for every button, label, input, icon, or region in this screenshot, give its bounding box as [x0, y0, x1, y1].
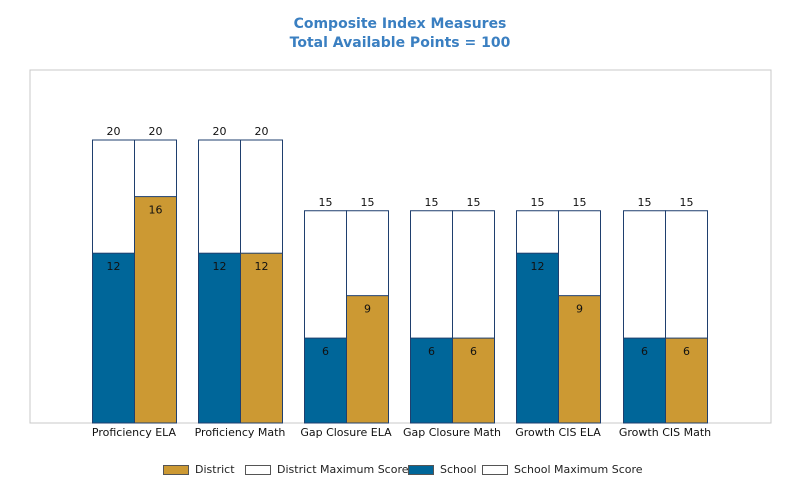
district-value-label-1: 16 — [149, 204, 163, 217]
school-max-label-4: 15 — [425, 196, 439, 209]
legend-swatch-district — [163, 464, 189, 475]
district-bar-5 — [558, 295, 601, 424]
category-label-3: Gap Closure ELA — [300, 426, 392, 439]
school-bar-5 — [516, 252, 559, 424]
category-label-6: Growth CIS Math — [619, 426, 711, 439]
district-bar-1 — [134, 196, 177, 424]
school-max-label-6: 15 — [638, 196, 652, 209]
school-value-label-2: 12 — [213, 260, 227, 273]
legend-label-school: School — [440, 463, 477, 476]
school-max-label-3: 15 — [319, 196, 333, 209]
legend-label-district-max: District Maximum Score — [277, 463, 409, 476]
district-value-label-4: 6 — [470, 345, 477, 358]
district-max-label-4: 15 — [467, 196, 481, 209]
district-value-label-5: 9 — [576, 303, 583, 316]
district-bar-6 — [665, 337, 708, 424]
district-bar-3 — [346, 295, 389, 424]
category-label-5: Growth CIS ELA — [515, 426, 601, 439]
chart-subtitle: Total Available Points = 100 — [289, 35, 511, 51]
district-bar-2 — [240, 252, 283, 424]
chart-title: Composite Index Measures — [293, 16, 507, 32]
school-value-label-1: 12 — [107, 260, 121, 273]
legend-item-school: School — [408, 463, 477, 476]
legend-item-school-max: School Maximum Score — [482, 463, 643, 476]
district-max-label-6: 15 — [680, 196, 694, 209]
chart-legend: District District Maximum Score School S… — [0, 463, 800, 481]
school-value-label-4: 6 — [428, 345, 435, 358]
school-bar-3 — [304, 337, 347, 424]
school-max-label-5: 15 — [531, 196, 545, 209]
legend-item-district: District — [163, 463, 235, 476]
school-bar-1 — [92, 252, 135, 424]
school-value-label-6: 6 — [641, 345, 648, 358]
school-max-label-1: 20 — [107, 125, 121, 138]
district-max-label-5: 15 — [573, 196, 587, 209]
district-value-label-3: 9 — [364, 303, 371, 316]
legend-label-school-max: School Maximum Score — [514, 463, 643, 476]
legend-item-district-max: District Maximum Score — [245, 463, 409, 476]
category-label-2: Proficiency Math — [195, 426, 286, 439]
category-label-4: Gap Closure Math — [403, 426, 501, 439]
school-value-label-3: 6 — [322, 345, 329, 358]
district-max-label-3: 15 — [361, 196, 375, 209]
legend-label-district: District — [195, 463, 235, 476]
district-value-label-6: 6 — [683, 345, 690, 358]
school-value-label-5: 12 — [531, 260, 545, 273]
school-bar-2 — [198, 252, 241, 424]
district-max-label-2: 20 — [255, 125, 269, 138]
district-value-label-2: 12 — [255, 260, 269, 273]
legend-swatch-school — [408, 464, 434, 475]
legend-swatch-school-max — [482, 464, 508, 475]
plot-area-frame — [29, 69, 772, 424]
district-bar-4 — [452, 337, 495, 424]
school-max-label-2: 20 — [213, 125, 227, 138]
category-label-1: Proficiency ELA — [92, 426, 177, 439]
district-max-label-1: 20 — [149, 125, 163, 138]
school-bar-6 — [623, 337, 666, 424]
school-bar-4 — [410, 337, 453, 424]
legend-swatch-district-max — [245, 464, 271, 475]
